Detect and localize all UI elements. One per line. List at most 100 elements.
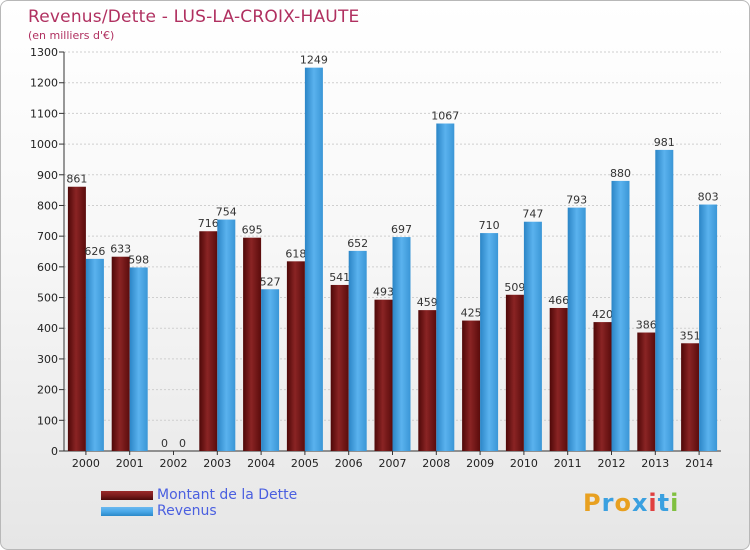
y-tick-label: 200: [37, 384, 58, 397]
data-label-revenus: 527: [260, 275, 281, 288]
bar-revenus: [217, 219, 236, 451]
y-tick-label: 700: [37, 230, 58, 243]
y-tick-label: 800: [37, 199, 58, 212]
data-label-revenus: 880: [610, 167, 631, 180]
bar-dette: [199, 231, 218, 451]
logo-letter: x: [631, 489, 649, 517]
data-label-revenus: 803: [698, 191, 719, 204]
bar-dette: [593, 322, 612, 451]
x-tick-label: 2003: [203, 457, 231, 470]
legend-item-dette: Montant de la Dette: [101, 487, 297, 503]
logo-letter: P: [583, 489, 602, 517]
x-tick-label: 2011: [554, 457, 582, 470]
legend-swatch-revenus: [101, 506, 153, 516]
x-tick-label: 2004: [247, 457, 275, 470]
bar-dette: [681, 343, 700, 451]
data-label-revenus: 747: [522, 208, 543, 221]
data-label-revenus: 0: [179, 437, 186, 450]
x-tick-label: 2006: [335, 457, 363, 470]
data-label-dette: 0: [161, 437, 168, 450]
y-tick-label: 600: [37, 261, 58, 274]
bar-dette: [67, 186, 86, 451]
bar-revenus: [699, 204, 718, 451]
data-label-dette: 716: [198, 217, 219, 230]
bar-dette: [374, 299, 393, 451]
y-tick-label: 300: [37, 353, 58, 366]
bar-dette: [330, 284, 349, 451]
bar-revenus: [304, 67, 323, 451]
bar-revenus: [655, 149, 674, 452]
bar-revenus: [436, 123, 455, 452]
bar-dette: [418, 310, 437, 451]
data-label-dette: 509: [504, 281, 525, 294]
logo-letter: i: [670, 489, 680, 517]
data-label-revenus: 1249: [300, 54, 328, 67]
y-tick-label: 1200: [30, 77, 58, 90]
legend-label-dette: Montant de la Dette: [157, 487, 298, 503]
data-label-dette: 351: [680, 329, 701, 342]
x-tick-label: 2000: [72, 457, 100, 470]
data-label-dette: 459: [417, 296, 438, 309]
data-label-revenus: 652: [347, 237, 368, 250]
bar-revenus: [261, 289, 280, 451]
x-tick-label: 2008: [422, 457, 450, 470]
legend: Montant de la Dette Revenus: [101, 487, 297, 519]
data-label-dette: 386: [636, 319, 657, 332]
bar-dette: [243, 237, 262, 451]
bar-dette: [462, 320, 481, 451]
y-tick-label: 1300: [30, 46, 58, 59]
data-label-dette: 420: [592, 308, 613, 321]
logo-letter: t: [657, 489, 671, 517]
x-tick-label: 2013: [641, 457, 669, 470]
x-tick-label: 2001: [116, 457, 144, 470]
bar-revenus: [523, 221, 542, 451]
bar-revenus: [85, 258, 104, 451]
legend-label-revenus: Revenus: [157, 503, 217, 519]
y-tick-label: 400: [37, 322, 58, 335]
data-label-revenus: 697: [391, 223, 412, 236]
x-tick-label: 2012: [598, 457, 626, 470]
data-label-revenus: 981: [654, 136, 675, 149]
data-label-dette: 633: [110, 243, 131, 256]
legend-swatch-dette: [101, 490, 153, 500]
x-tick-label: 2010: [510, 457, 538, 470]
bar-revenus: [567, 207, 586, 451]
data-label-dette: 541: [329, 271, 350, 284]
data-label-revenus: 710: [479, 219, 500, 232]
logo-letter: i: [648, 489, 658, 517]
x-tick-label: 2014: [685, 457, 713, 470]
bar-revenus: [129, 267, 148, 451]
bar-dette: [111, 256, 130, 451]
y-tick-label: 500: [37, 292, 58, 305]
data-label-dette: 493: [373, 286, 394, 299]
y-tick-label: 100: [37, 414, 58, 427]
x-tick-label: 2009: [466, 457, 494, 470]
y-tick-label: 1100: [30, 107, 58, 120]
data-label-revenus: 793: [566, 194, 587, 207]
y-tick-label: 900: [37, 169, 58, 182]
data-label-revenus: 598: [128, 253, 149, 266]
bar-dette: [637, 332, 656, 451]
bar-revenus: [348, 250, 367, 451]
proxiti-logo: Proxiti: [583, 489, 679, 517]
y-tick-label: 0: [51, 445, 58, 458]
bar-revenus: [611, 180, 630, 451]
data-label-revenus: 626: [84, 245, 105, 258]
logo-letter: r: [601, 489, 615, 517]
chart-title: Revenus/Dette - LUS-LA-CROIX-HAUTE: [28, 7, 360, 27]
data-label-dette: 618: [285, 247, 306, 260]
bar-revenus: [392, 237, 411, 451]
chart-subtitle: (en milliers d'€): [28, 29, 115, 42]
logo-letter: o: [614, 489, 632, 517]
bar-dette: [549, 307, 568, 451]
y-tick-label: 1000: [30, 138, 58, 151]
x-tick-label: 2005: [291, 457, 319, 470]
data-label-dette: 466: [548, 294, 569, 307]
legend-item-revenus: Revenus: [101, 503, 297, 519]
bar-dette: [505, 294, 524, 451]
data-label-dette: 861: [66, 173, 87, 186]
data-label-dette: 425: [461, 307, 482, 320]
data-label-revenus: 754: [216, 206, 237, 219]
bar-revenus: [480, 233, 499, 451]
